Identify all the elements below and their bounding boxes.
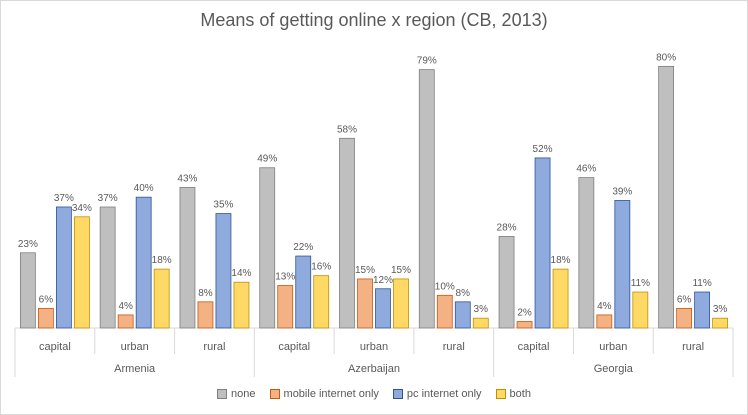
- legend-label-both: both: [509, 388, 531, 400]
- data-label: 52%: [533, 144, 553, 155]
- data-label: 15%: [355, 265, 375, 276]
- legend-item-none: none: [217, 388, 256, 400]
- category-tick-label: rural: [682, 341, 704, 353]
- data-label: 35%: [213, 200, 233, 211]
- bar-none: [99, 206, 116, 329]
- category-tick-label: capital: [278, 341, 310, 353]
- bar-pc-internet-only: [614, 200, 631, 329]
- bar-both: [393, 278, 409, 329]
- data-label: 39%: [612, 186, 632, 197]
- bar-mobile-internet-only: [596, 314, 613, 329]
- bar-none: [339, 137, 355, 329]
- bar-none: [578, 177, 595, 329]
- data-label: 16%: [311, 262, 331, 273]
- bar-both: [313, 275, 330, 329]
- category-tick-label: urban: [121, 341, 149, 353]
- bar-both: [233, 281, 250, 329]
- bar-mobile-internet-only: [357, 278, 373, 329]
- bar-both: [632, 291, 649, 329]
- bar-both: [73, 216, 90, 329]
- data-label: 49%: [257, 154, 277, 165]
- data-label: 12%: [373, 275, 393, 286]
- chart-title: Means of getting online x region (CB, 20…: [200, 10, 548, 30]
- data-label: 11%: [631, 278, 650, 289]
- bar-none: [259, 167, 276, 329]
- data-label: 18%: [551, 255, 571, 266]
- category-tick-label: capital: [518, 341, 550, 353]
- data-label: 14%: [231, 268, 251, 279]
- data-label: 4%: [118, 301, 133, 312]
- data-label: 18%: [152, 255, 172, 266]
- data-label: 37%: [98, 193, 118, 204]
- category-tick-label: rural: [203, 341, 225, 353]
- legend-label-pc-internet-only: pc internet only: [406, 388, 482, 400]
- data-label: 40%: [134, 183, 154, 194]
- bar-none: [19, 252, 36, 329]
- legend-swatch-mobile-internet-only: [269, 389, 280, 399]
- bar-both: [712, 317, 729, 329]
- bar-mobile-internet-only: [277, 285, 294, 329]
- legend-swatch-none: [217, 389, 228, 399]
- legend-item-pc-internet-only: pc internet only: [392, 388, 482, 400]
- group-tick-label: Armenia: [114, 363, 156, 375]
- bar-mobile-internet-only: [436, 294, 453, 329]
- data-label: 8%: [198, 288, 213, 299]
- data-label: 22%: [293, 242, 313, 253]
- bar-pc-internet-only: [215, 213, 232, 329]
- category-tick-label: rural: [443, 341, 465, 353]
- bar-mobile-internet-only: [516, 321, 533, 329]
- data-label: 34%: [72, 203, 92, 214]
- data-label: 6%: [677, 294, 692, 305]
- legend-item-mobile-internet-only: mobile internet only: [269, 388, 379, 400]
- legend-label-mobile-internet-only: mobile internet only: [283, 388, 379, 400]
- data-label: 4%: [597, 301, 612, 312]
- data-label: 3%: [474, 304, 489, 315]
- chart-legend: none mobile internet only pc internet on…: [0, 388, 748, 400]
- bar-both: [472, 317, 489, 329]
- bar-pc-internet-only: [135, 196, 152, 329]
- bar-none: [658, 65, 675, 329]
- legend-swatch-both: [495, 389, 506, 399]
- legend-label-none: none: [231, 388, 256, 400]
- legend-swatch-pc-internet-only: [392, 389, 403, 399]
- group-tick-label: Azerbaijan: [348, 363, 400, 375]
- legend-item-both: both: [495, 388, 531, 400]
- bar-none: [179, 186, 196, 329]
- data-label: 2%: [517, 307, 532, 318]
- bar-pc-internet-only: [375, 288, 391, 329]
- data-label: 3%: [713, 304, 728, 315]
- data-label: 13%: [275, 271, 295, 282]
- data-label: 23%: [18, 239, 38, 250]
- bar-both: [153, 268, 170, 329]
- data-label: 46%: [576, 164, 596, 175]
- bar-mobile-internet-only: [197, 301, 214, 329]
- bar-mobile-internet-only: [676, 307, 693, 329]
- category-tick-label: urban: [360, 341, 388, 353]
- bar-both: [552, 268, 569, 329]
- data-label: 37%: [54, 193, 74, 204]
- data-label: 79%: [417, 56, 437, 67]
- bar-pc-internet-only: [534, 157, 551, 329]
- bar-mobile-internet-only: [117, 314, 134, 329]
- data-label: 15%: [391, 265, 411, 276]
- data-label: 10%: [435, 281, 455, 292]
- data-label: 58%: [337, 124, 357, 135]
- category-tick-label: capital: [39, 341, 71, 353]
- group-tick-label: Georgia: [594, 363, 634, 375]
- bar-none: [418, 69, 435, 329]
- data-label: 8%: [456, 288, 471, 299]
- data-label: 6%: [39, 294, 54, 305]
- data-label: 28%: [497, 222, 517, 233]
- category-tick-label: urban: [599, 341, 627, 353]
- bar-pc-internet-only: [694, 291, 711, 329]
- bar-none: [498, 236, 515, 329]
- data-label: 11%: [692, 278, 711, 289]
- data-label: 43%: [177, 173, 197, 184]
- bar-mobile-internet-only: [37, 307, 54, 329]
- bar-pc-internet-only: [454, 301, 471, 329]
- bar-pc-internet-only: [295, 255, 312, 329]
- bar-pc-internet-only: [55, 206, 72, 329]
- data-label: 80%: [656, 52, 676, 63]
